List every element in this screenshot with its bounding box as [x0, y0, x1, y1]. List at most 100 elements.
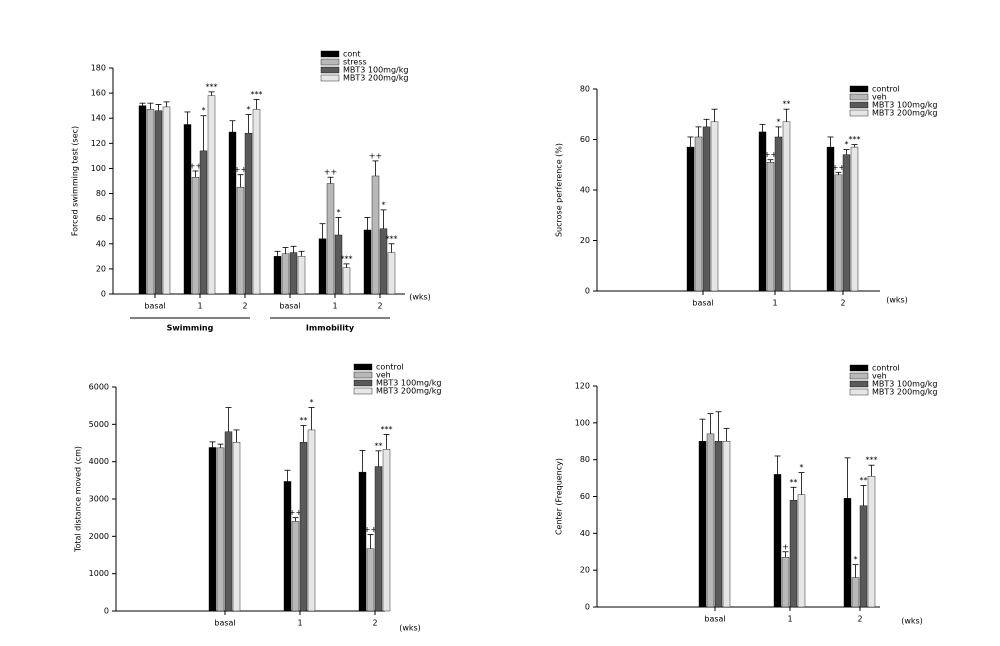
- y-tick-label: 0: [585, 603, 590, 612]
- bar: [236, 187, 245, 295]
- bar: [224, 431, 233, 612]
- y-tick-label: 6000: [89, 383, 109, 392]
- x-unit: (wks): [901, 617, 923, 626]
- bar: [216, 447, 225, 612]
- y-axis-label: Center (Frequency): [555, 458, 564, 535]
- x-tick-label: 2: [242, 302, 247, 311]
- bar: [207, 95, 216, 295]
- y-tick-label: 120: [575, 382, 590, 391]
- x-unit: (wks): [886, 296, 908, 305]
- bar: [867, 476, 876, 608]
- x-tick-label: basal: [214, 619, 235, 628]
- legend-label: MBT3 100mg/kg: [343, 66, 408, 75]
- x-tick-label: 1: [197, 302, 202, 311]
- bar: [154, 110, 163, 295]
- significance-label: *: [202, 106, 206, 115]
- y-tick-label: 180: [91, 64, 106, 73]
- significance-label: **: [860, 476, 868, 485]
- significance-label: ++: [364, 525, 377, 534]
- significance-label: *: [247, 105, 251, 114]
- y-tick-label: 160: [91, 89, 106, 98]
- legend-swatch: [353, 387, 373, 395]
- x-tick-label: 2: [840, 299, 845, 308]
- legend-swatch: [353, 371, 373, 379]
- significance-label: ***: [866, 456, 878, 465]
- legend-swatch: [353, 379, 373, 387]
- bar: [273, 256, 282, 295]
- bar: [702, 126, 711, 292]
- significance-label: *: [777, 117, 781, 126]
- significance-label: **: [790, 478, 798, 487]
- significance-label: **: [375, 441, 383, 450]
- y-tick-label: 40: [96, 239, 106, 248]
- y-tick-label: 60: [96, 214, 106, 223]
- bar: [291, 521, 300, 612]
- bar: [859, 505, 868, 608]
- significance-label: *: [382, 200, 386, 209]
- bar: [232, 442, 241, 612]
- legend-label: veh: [872, 372, 887, 381]
- bar: [299, 442, 308, 612]
- significance-label: *: [337, 208, 341, 217]
- bar: [382, 449, 391, 612]
- bar: [782, 121, 791, 292]
- bar: [773, 474, 782, 608]
- bar: [714, 441, 723, 608]
- bar: [694, 136, 703, 292]
- significance-label: ++: [324, 168, 337, 177]
- y-tick-label: 20: [580, 566, 590, 575]
- legend-swatch: [849, 109, 869, 117]
- legend-label: MBT3 200mg/kg: [343, 74, 408, 83]
- bar: [244, 133, 253, 295]
- y-tick-label: 0: [104, 607, 109, 616]
- bar: [371, 175, 380, 295]
- bar: [366, 548, 375, 612]
- significance-label: ++: [289, 508, 302, 517]
- legend-swatch: [849, 85, 869, 93]
- y-tick-label: 20: [96, 264, 106, 273]
- bar: [307, 429, 316, 612]
- y-tick-label: 100: [575, 418, 590, 427]
- bar: [387, 252, 396, 295]
- y-tick-label: 80: [580, 85, 590, 94]
- significance-label: ***: [849, 135, 861, 144]
- legend-swatch: [849, 364, 869, 372]
- legend-label: MBT3 100mg/kg: [872, 101, 937, 110]
- bar: [138, 105, 147, 295]
- bar: [281, 253, 290, 295]
- bar: [326, 183, 335, 295]
- legend-swatch: [320, 50, 340, 58]
- x-tick-label: 1: [787, 615, 792, 624]
- legend-swatch: [849, 372, 869, 380]
- significance-label: ***: [386, 234, 398, 243]
- x-tick-label: basal: [704, 615, 725, 624]
- y-tick-label: 20: [580, 236, 590, 245]
- significance-label: ***: [251, 90, 263, 99]
- x-tick-label: 2: [857, 615, 862, 624]
- y-tick-label: 60: [580, 135, 590, 144]
- legend-swatch: [353, 363, 373, 371]
- y-tick-label: 0: [101, 290, 106, 299]
- y-tick-label: 120: [91, 139, 106, 148]
- legend-label: control: [376, 363, 404, 372]
- y-tick-label: 5000: [89, 420, 109, 429]
- legend-label: control: [872, 85, 900, 94]
- group-label: Immobility: [306, 324, 355, 333]
- y-tick-label: 80: [580, 455, 590, 464]
- y-tick-label: 80: [96, 189, 106, 198]
- legend-swatch: [849, 380, 869, 388]
- x-unit: (wks): [399, 624, 421, 633]
- bar: [850, 146, 859, 292]
- x-tick-label: basal: [692, 299, 713, 308]
- significance-label: ***: [206, 82, 218, 91]
- x-tick-label: basal: [279, 302, 300, 311]
- legend-label: MBT3 100mg/kg: [376, 379, 441, 388]
- legend-swatch: [849, 388, 869, 396]
- bar: [781, 557, 790, 608]
- significance-label: **: [783, 100, 791, 109]
- bar: [162, 106, 171, 295]
- bar: [698, 441, 707, 608]
- bar: [710, 121, 719, 292]
- legend-label: veh: [376, 371, 391, 380]
- bar: [722, 441, 731, 608]
